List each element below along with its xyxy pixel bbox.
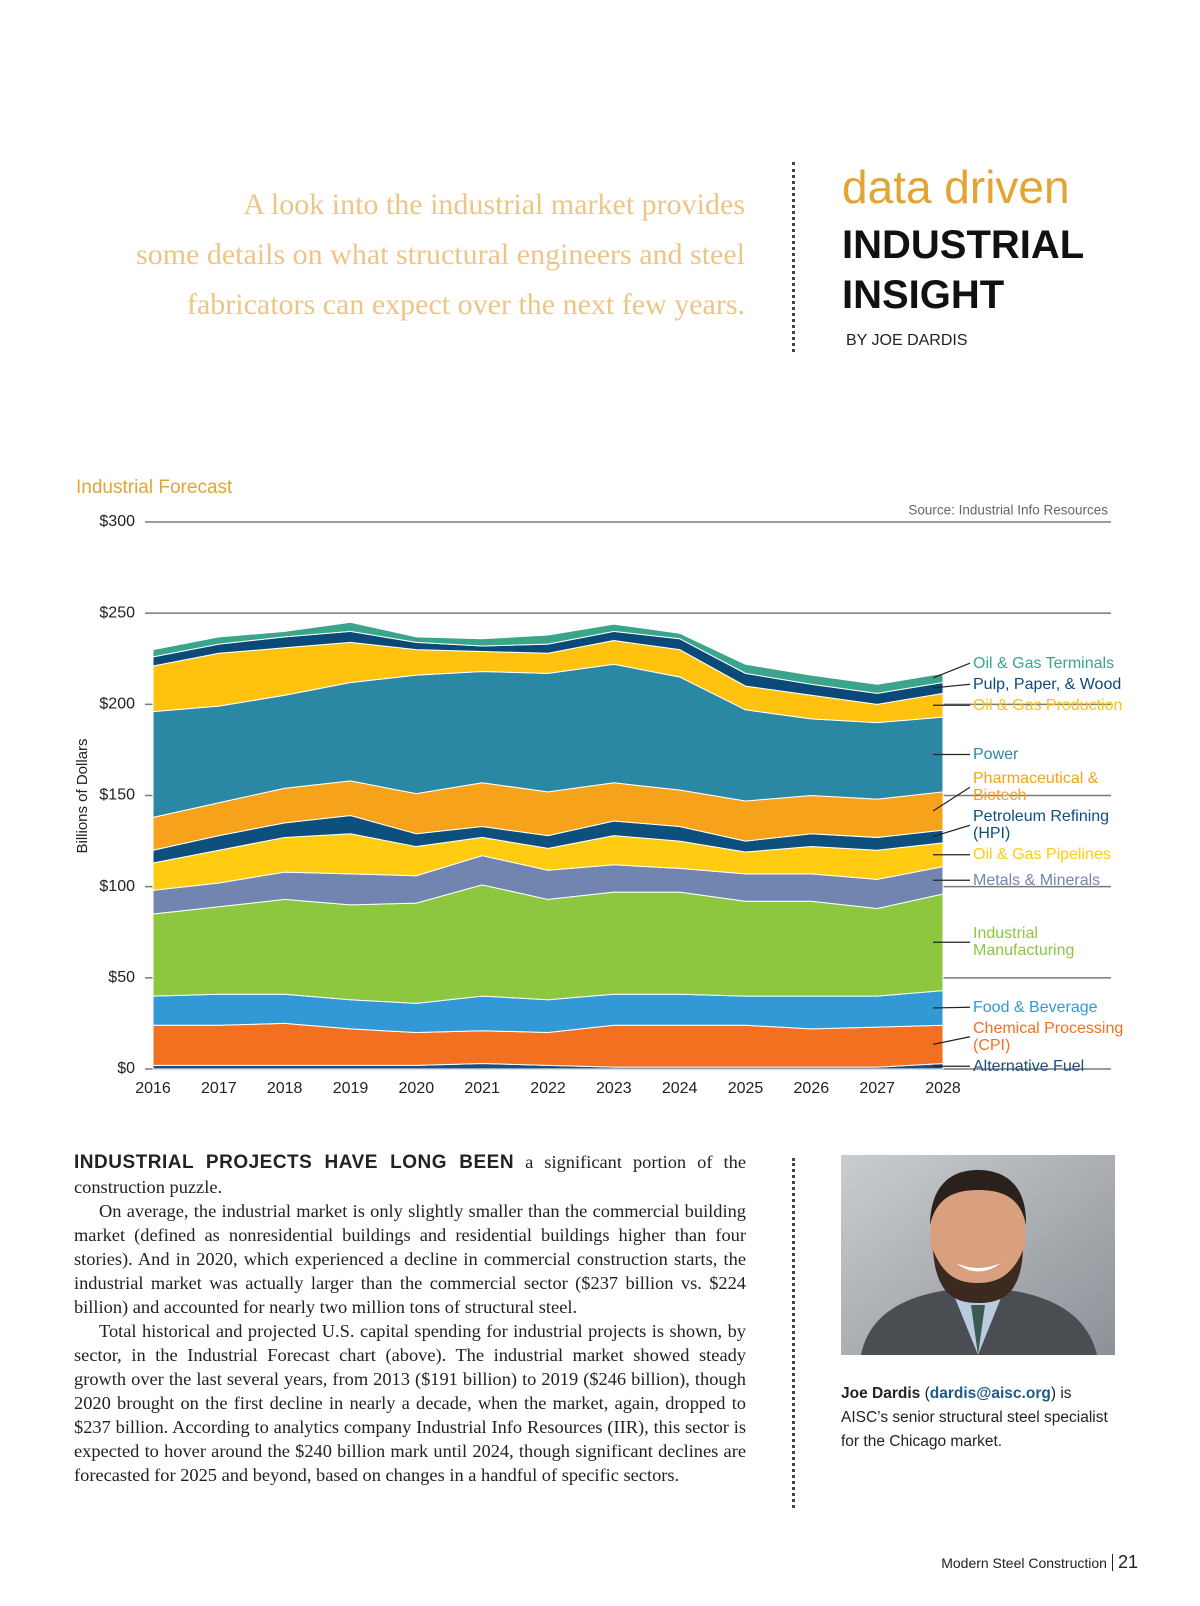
y-tick-label: $100 — [99, 878, 135, 895]
y-tick-label: $250 — [99, 604, 135, 621]
x-tick-label: 2026 — [794, 1080, 830, 1097]
x-tick-label: 2020 — [399, 1080, 435, 1097]
quote-line: A look into the industrial market provid… — [243, 188, 745, 221]
y-tick-label: $200 — [99, 696, 135, 713]
paragraph: On average, the industrial market is onl… — [74, 1201, 746, 1317]
legend-label: Oil & Gas Terminals — [973, 654, 1115, 672]
legend-label: Power — [973, 745, 1019, 763]
smile — [956, 1263, 1001, 1272]
legend-label: Petroleum Refining (HPI) — [973, 808, 1110, 843]
paragraph: Total historical and projected U.S. capi… — [74, 1321, 746, 1485]
legend-leader — [932, 786, 971, 812]
page-number: 21 — [1117, 1552, 1138, 1572]
headline: INDUSTRIAL INSIGHT — [842, 220, 1084, 320]
legend-leader — [932, 662, 971, 679]
quote-line: fabricators can expect over the next few… — [186, 288, 745, 321]
y-axis-label: Billions of Dollars — [74, 738, 91, 853]
author-name: Joe Dardis — [841, 1385, 921, 1402]
footer-separator — [1111, 1554, 1113, 1571]
paren: ( — [924, 1385, 930, 1402]
legend-label: Industrial Manufacturing — [973, 925, 1075, 960]
legend-leader — [932, 824, 971, 838]
x-tick-label: 2022 — [530, 1080, 566, 1097]
lead-in: INDUSTRIAL PROJECTS HAVE LONG BEEN — [74, 1152, 515, 1173]
byline: BY JOE DARDIS — [846, 332, 968, 349]
chart-source: Source: Industrial Info Resources — [908, 503, 1108, 518]
legend-label: Food & Beverage — [973, 998, 1098, 1016]
legend-label: Oil & Gas Pipelines — [973, 846, 1111, 864]
legend-label: Oil & Gas Production — [973, 696, 1123, 714]
author-bio: is AISC’s senior structural steel specia… — [841, 1385, 1108, 1450]
y-tick-label: $0 — [117, 1060, 135, 1077]
x-tick-label: 2018 — [267, 1080, 303, 1097]
chart-title: Industrial Forecast — [76, 477, 233, 498]
x-tick-label: 2021 — [464, 1080, 500, 1097]
article: INDUSTRIAL PROJECTS HAVE LONG BEEN a sig… — [74, 1150, 746, 1487]
y-tick-label: $150 — [99, 787, 135, 804]
legend-label: Metals & Minerals — [973, 871, 1101, 889]
tie — [971, 1305, 985, 1355]
author-photo — [841, 1155, 1115, 1355]
legend-leader — [932, 683, 971, 689]
y-tick-label: $300 — [99, 513, 135, 530]
beard — [933, 1250, 1023, 1303]
legend-leader — [932, 1006, 971, 1009]
paragraph-text: a significant portion of the constructio… — [74, 1152, 746, 1197]
kicker: data driven — [842, 161, 1070, 213]
headline-line: INSIGHT — [842, 273, 1005, 317]
y-tick-label: $50 — [108, 969, 135, 986]
legend-label: Pharmaceutical & Biotech — [973, 770, 1099, 805]
headline-line: INDUSTRIAL — [842, 223, 1085, 267]
hair — [930, 1170, 1027, 1225]
divider — [792, 162, 795, 352]
author-caption: Joe Dardis (dardis@aisc.org) is AISC’s s… — [841, 1382, 1121, 1454]
x-tick-label: 2027 — [859, 1080, 895, 1097]
chart: Industrial Forecast Source: Industrial I… — [74, 477, 1111, 1097]
author-email[interactable]: dardis@aisc.org — [929, 1385, 1051, 1402]
legend-label: Chemical Processing (CPI) — [973, 1019, 1124, 1054]
x-tick-label: 2019 — [333, 1080, 369, 1097]
publication: Modern Steel Construction — [941, 1554, 1107, 1571]
legend-leader — [932, 1036, 971, 1045]
quote-line: some details on what structural engineer… — [136, 238, 745, 271]
pull-quote: A look into the industrial market provid… — [90, 180, 745, 330]
divider — [792, 1158, 795, 1508]
x-tick-label: 2023 — [596, 1080, 632, 1097]
legend-label: Alternative Fuel — [973, 1057, 1085, 1075]
paragraph: INDUSTRIAL PROJECTS HAVE LONG BEEN a sig… — [74, 1150, 746, 1199]
face — [930, 1175, 1026, 1295]
footer: Modern Steel Construction 21 — [941, 1552, 1138, 1573]
x-tick-label: 2024 — [662, 1080, 698, 1097]
x-tick-label: 2025 — [728, 1080, 764, 1097]
x-tick-label: 2017 — [201, 1080, 237, 1097]
legend-label: Pulp, Paper, & Wood — [973, 675, 1122, 693]
x-tick-label: 2016 — [135, 1080, 171, 1097]
area — [152, 621, 944, 694]
x-tick-label: 2028 — [925, 1080, 961, 1097]
paren: ) — [1050, 1385, 1056, 1402]
